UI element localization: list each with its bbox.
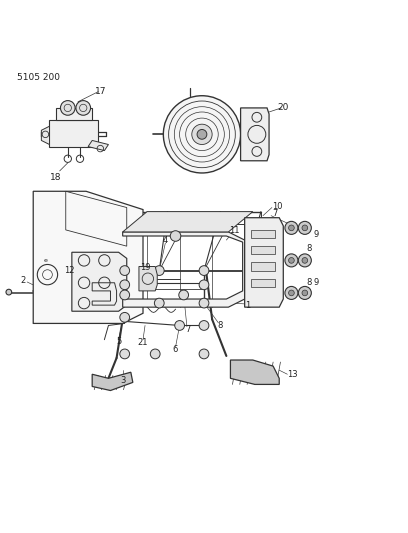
Circle shape: [179, 290, 188, 300]
Circle shape: [76, 101, 91, 115]
Polygon shape: [72, 252, 127, 311]
Polygon shape: [123, 212, 253, 232]
Text: 6: 6: [173, 345, 178, 354]
Circle shape: [288, 225, 294, 231]
Text: 4: 4: [163, 236, 168, 245]
Polygon shape: [251, 262, 275, 271]
Circle shape: [302, 257, 308, 263]
Text: 8: 8: [217, 321, 223, 330]
Circle shape: [197, 130, 207, 139]
Text: 10: 10: [272, 202, 282, 211]
Circle shape: [285, 221, 298, 235]
Polygon shape: [251, 246, 275, 254]
Circle shape: [6, 289, 12, 295]
Text: 21: 21: [137, 338, 147, 347]
Polygon shape: [123, 232, 245, 307]
Polygon shape: [33, 191, 143, 324]
Polygon shape: [88, 141, 109, 151]
Polygon shape: [41, 126, 49, 144]
Text: 20: 20: [277, 103, 289, 112]
Polygon shape: [231, 360, 279, 384]
Circle shape: [199, 320, 209, 330]
Polygon shape: [251, 230, 275, 238]
Text: 19: 19: [140, 263, 151, 272]
Text: 13: 13: [287, 370, 298, 379]
Polygon shape: [241, 108, 269, 161]
Circle shape: [298, 254, 311, 267]
Circle shape: [285, 254, 298, 267]
Polygon shape: [92, 372, 133, 391]
Text: 9: 9: [313, 278, 318, 287]
Circle shape: [170, 231, 181, 241]
Polygon shape: [49, 120, 98, 147]
Text: e: e: [44, 258, 47, 263]
Text: 2: 2: [21, 276, 26, 285]
Circle shape: [298, 286, 311, 300]
Circle shape: [302, 290, 308, 296]
Polygon shape: [139, 266, 157, 291]
Circle shape: [199, 298, 209, 308]
Circle shape: [288, 257, 294, 263]
Polygon shape: [245, 217, 283, 307]
Circle shape: [150, 349, 160, 359]
Circle shape: [175, 320, 184, 330]
Text: 7: 7: [273, 209, 278, 218]
Circle shape: [199, 265, 209, 276]
Text: 8: 8: [306, 244, 312, 253]
Circle shape: [199, 280, 209, 289]
Circle shape: [120, 290, 130, 300]
Circle shape: [163, 96, 241, 173]
Text: 5105 200: 5105 200: [17, 74, 60, 83]
Circle shape: [120, 280, 130, 289]
Text: 1: 1: [245, 301, 251, 310]
Circle shape: [60, 101, 75, 115]
Circle shape: [285, 286, 298, 300]
Circle shape: [154, 265, 164, 276]
Circle shape: [120, 265, 130, 276]
Circle shape: [154, 298, 164, 308]
Text: 18: 18: [50, 173, 61, 182]
Text: 11: 11: [229, 226, 240, 235]
Circle shape: [120, 312, 130, 322]
Circle shape: [199, 349, 209, 359]
Text: 5: 5: [116, 337, 121, 346]
Circle shape: [192, 124, 212, 144]
Text: 12: 12: [64, 266, 75, 275]
Text: 3: 3: [120, 376, 125, 385]
Circle shape: [120, 349, 130, 359]
Text: 8: 8: [306, 278, 312, 287]
Polygon shape: [55, 108, 92, 120]
Text: 17: 17: [95, 87, 106, 96]
Text: 9: 9: [313, 230, 318, 239]
Polygon shape: [251, 279, 275, 287]
Circle shape: [302, 225, 308, 231]
Circle shape: [288, 290, 294, 296]
Circle shape: [298, 221, 311, 235]
Text: 7: 7: [185, 325, 191, 334]
